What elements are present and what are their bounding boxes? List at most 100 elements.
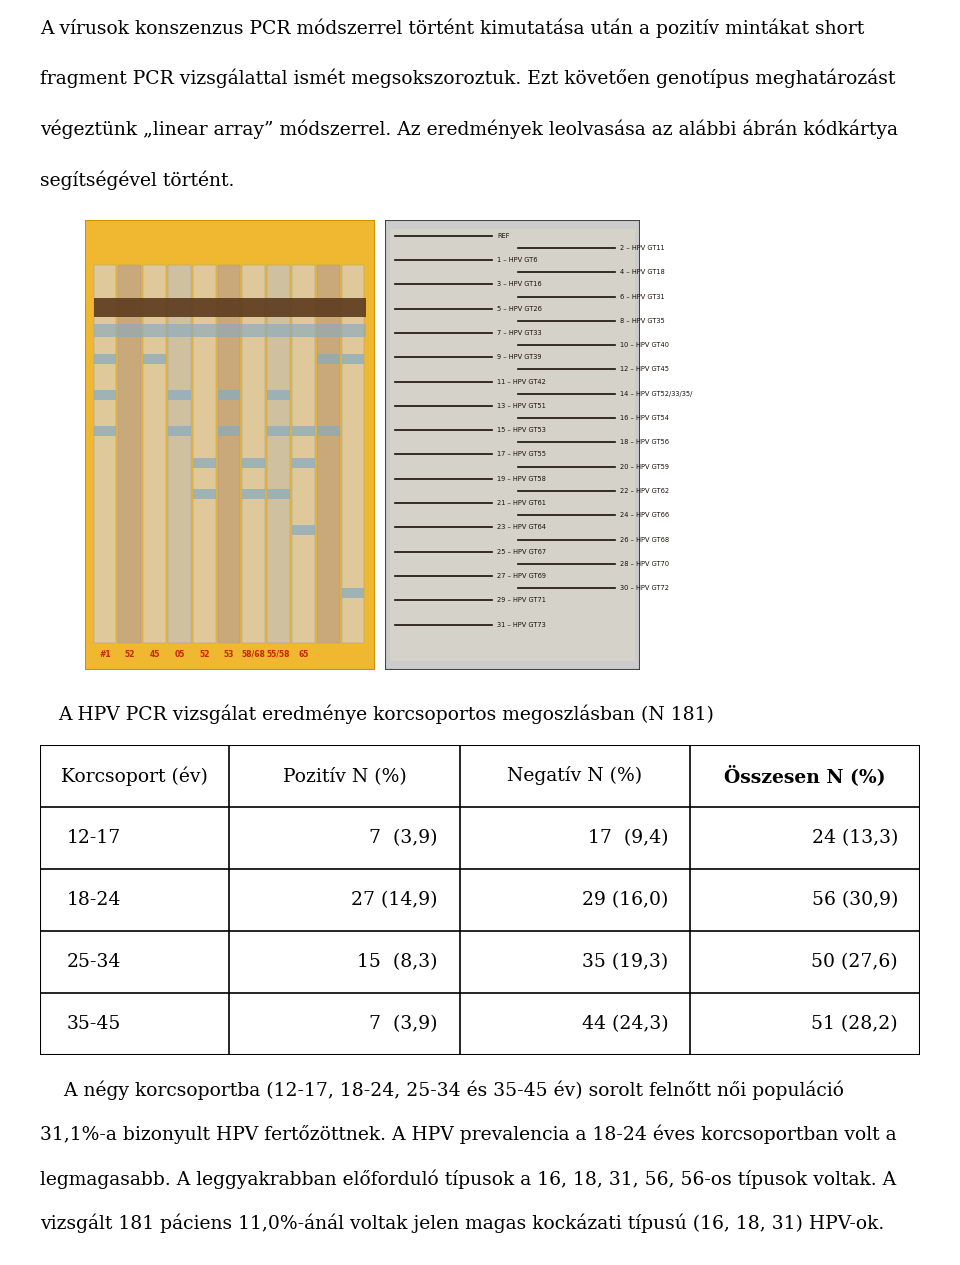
Bar — [143, 354, 166, 364]
Text: 5 – HPV GT26: 5 – HPV GT26 — [497, 306, 542, 311]
Text: 7  (3,9): 7 (3,9) — [370, 829, 438, 848]
Bar — [342, 264, 364, 643]
Text: 17  (9,4): 17 (9,4) — [588, 829, 668, 848]
Text: 31 – HPV GT73: 31 – HPV GT73 — [497, 621, 546, 627]
Text: Korcsoport (év): Korcsoport (év) — [61, 767, 208, 786]
Text: 27 (14,9): 27 (14,9) — [351, 891, 438, 910]
Text: 17 – HPV GT55: 17 – HPV GT55 — [497, 452, 546, 458]
Bar — [168, 390, 191, 400]
Bar — [168, 426, 191, 436]
Bar — [267, 264, 290, 643]
Text: 18 – HPV GT56: 18 – HPV GT56 — [619, 439, 668, 445]
Bar — [94, 264, 116, 643]
Text: 14 – HPV GT52/33/35/: 14 – HPV GT52/33/35/ — [619, 391, 692, 397]
Bar — [193, 458, 216, 468]
Text: 25 – HPV GT67: 25 – HPV GT67 — [497, 549, 546, 554]
Text: 28 – HPV GT70: 28 – HPV GT70 — [619, 560, 669, 567]
Text: 12-17: 12-17 — [66, 829, 121, 848]
Bar — [242, 264, 265, 643]
Bar — [242, 458, 265, 468]
Bar — [267, 490, 290, 498]
Text: 24 – HPV GT66: 24 – HPV GT66 — [619, 512, 669, 519]
Text: #1: #1 — [99, 650, 111, 659]
Text: 05: 05 — [175, 650, 184, 659]
Text: 2 – HPV GT11: 2 – HPV GT11 — [619, 245, 664, 250]
Text: 12 – HPV GT45: 12 – HPV GT45 — [619, 367, 668, 372]
Text: 8 – HPV GT35: 8 – HPV GT35 — [619, 318, 664, 324]
Text: 30 – HPV GT72: 30 – HPV GT72 — [619, 586, 668, 591]
Text: REF: REF — [497, 233, 510, 239]
Text: fragment PCR vizsgálattal ismét megsokszoroztuk. Ezt követően genotípus meghatár: fragment PCR vizsgálattal ismét megsoksz… — [40, 68, 896, 89]
Bar — [267, 426, 290, 436]
Bar — [317, 354, 340, 364]
Text: 52: 52 — [125, 650, 135, 659]
Text: segítségével történt.: segítségével történt. — [40, 170, 234, 190]
Text: 4 – HPV GT18: 4 – HPV GT18 — [619, 269, 664, 276]
Bar — [218, 390, 240, 400]
Bar — [94, 390, 116, 400]
Text: 3 – HPV GT16: 3 – HPV GT16 — [497, 281, 541, 287]
Text: 53: 53 — [224, 650, 234, 659]
Text: 58/68: 58/68 — [242, 650, 266, 659]
Bar — [342, 588, 364, 598]
Bar — [94, 426, 116, 436]
Bar — [218, 426, 240, 436]
Text: 20 – HPV GT59: 20 – HPV GT59 — [619, 463, 668, 469]
Text: 11 – HPV GT42: 11 – HPV GT42 — [497, 378, 546, 385]
Bar — [218, 264, 240, 643]
Text: 29 – HPV GT71: 29 – HPV GT71 — [497, 597, 546, 603]
Text: 29 (16,0): 29 (16,0) — [582, 891, 668, 910]
Text: 27 – HPV GT69: 27 – HPV GT69 — [497, 573, 546, 579]
Text: 7 – HPV GT33: 7 – HPV GT33 — [497, 330, 541, 336]
Text: végeztünk „linear array” módszerrel. Az eredmények leolvasása az alábbi ábrán kó: végeztünk „linear array” módszerrel. Az … — [40, 119, 898, 139]
Text: 50 (27,6): 50 (27,6) — [811, 953, 898, 972]
Text: 9 – HPV GT39: 9 – HPV GT39 — [497, 354, 541, 361]
Text: 55/58: 55/58 — [267, 650, 290, 659]
Text: 13 – HPV GT51: 13 – HPV GT51 — [497, 402, 546, 409]
Text: A négy korcsoportba (12-17, 18-24, 25-34 és 35-45 év) sorolt felnőtt női populác: A négy korcsoportba (12-17, 18-24, 25-34… — [40, 1080, 844, 1099]
Text: 26 – HPV GT68: 26 – HPV GT68 — [619, 536, 669, 543]
Bar — [292, 426, 315, 436]
Text: 52: 52 — [199, 650, 209, 659]
Bar — [292, 525, 315, 535]
Text: 15 – HPV GT53: 15 – HPV GT53 — [497, 428, 546, 433]
Text: 22 – HPV GT62: 22 – HPV GT62 — [619, 488, 669, 493]
Bar — [143, 264, 166, 643]
Text: 15  (8,3): 15 (8,3) — [357, 953, 438, 972]
Text: 16 – HPV GT54: 16 – HPV GT54 — [619, 415, 668, 421]
Text: 24 (13,3): 24 (13,3) — [811, 829, 898, 848]
Text: Pozitív N (%): Pozitív N (%) — [282, 767, 406, 786]
Bar — [193, 264, 216, 643]
Bar — [168, 264, 191, 643]
Bar — [94, 324, 367, 336]
Text: 44 (24,3): 44 (24,3) — [582, 1015, 668, 1034]
Text: 35-45: 35-45 — [66, 1015, 121, 1034]
Bar — [317, 264, 340, 643]
Text: 45: 45 — [150, 650, 160, 659]
Text: 7  (3,9): 7 (3,9) — [370, 1015, 438, 1034]
Text: 51 (28,2): 51 (28,2) — [811, 1015, 898, 1034]
Text: 65: 65 — [299, 650, 308, 659]
Text: 6 – HPV GT31: 6 – HPV GT31 — [619, 293, 664, 300]
Text: 25-34: 25-34 — [66, 953, 121, 972]
Bar — [94, 297, 367, 316]
Bar — [242, 490, 265, 498]
Bar — [342, 354, 364, 364]
Text: 31,1%-a bizonyult HPV fertőzöttnek. A HPV prevalencia a 18-24 éves korcsoportban: 31,1%-a bizonyult HPV fertőzöttnek. A HP… — [40, 1125, 897, 1144]
Text: A vírusok konszenzus PCR módszerrel történt kimutatása után a pozitív mintákat: A vírusok konszenzus PCR módszerrel tört… — [40, 18, 864, 38]
Bar — [118, 264, 141, 643]
Bar — [292, 264, 315, 643]
Text: 10 – HPV GT40: 10 – HPV GT40 — [619, 342, 668, 348]
Text: 19 – HPV GT58: 19 – HPV GT58 — [497, 476, 546, 482]
Text: 23 – HPV GT64: 23 – HPV GT64 — [497, 525, 546, 530]
Text: vizsgált 181 páciens 11,0%-ánál voltak jelen magas kockázati típusú (16, 18, 31): vizsgált 181 páciens 11,0%-ánál voltak j… — [40, 1214, 884, 1233]
Text: 1 – HPV GT6: 1 – HPV GT6 — [497, 257, 538, 263]
Bar — [317, 426, 340, 436]
Text: A HPV PCR vizsgálat eredménye korcsoportos megoszlásban (N 181): A HPV PCR vizsgálat eredménye korcsoport… — [58, 705, 714, 724]
Text: 35 (19,3): 35 (19,3) — [582, 953, 668, 972]
Text: 56 (30,9): 56 (30,9) — [811, 891, 898, 910]
Text: 21 – HPV GT61: 21 – HPV GT61 — [497, 500, 546, 506]
Text: Összesen N (%): Összesen N (%) — [725, 765, 886, 787]
Text: legmagasabb. A leggyakrabban előforduló típusok a 16, 18, 31, 56, 56-os típusok : legmagasabb. A leggyakrabban előforduló … — [40, 1169, 896, 1189]
Text: 18-24: 18-24 — [66, 891, 121, 910]
